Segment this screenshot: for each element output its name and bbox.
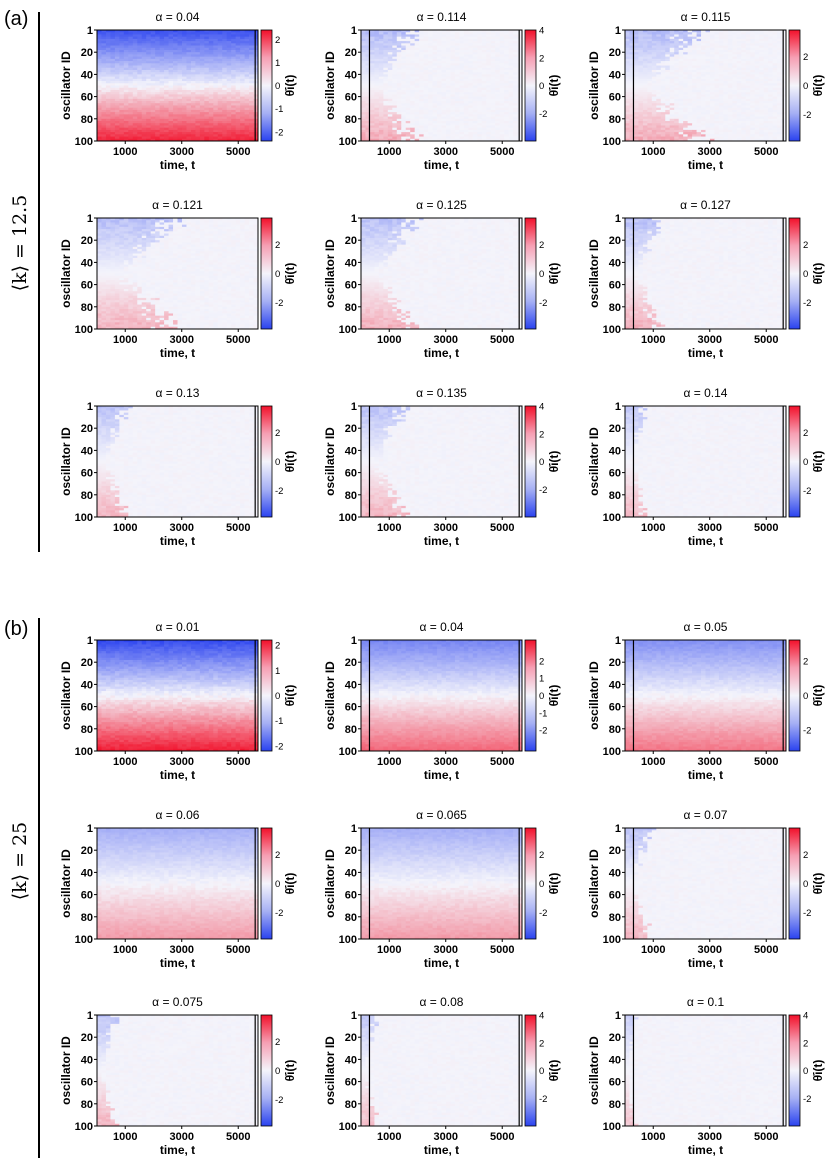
heatmap-grid: α = 0.04120406080100oscillator ID1000 300… bbox=[0, 0, 831, 1163]
figure: (a) ⟨k⟩ = 12.5 (b) ⟨k⟩ = 25 α = 0.04 1 20 4… bbox=[0, 0, 831, 1163]
heatmap-cells bbox=[97, 30, 258, 141]
